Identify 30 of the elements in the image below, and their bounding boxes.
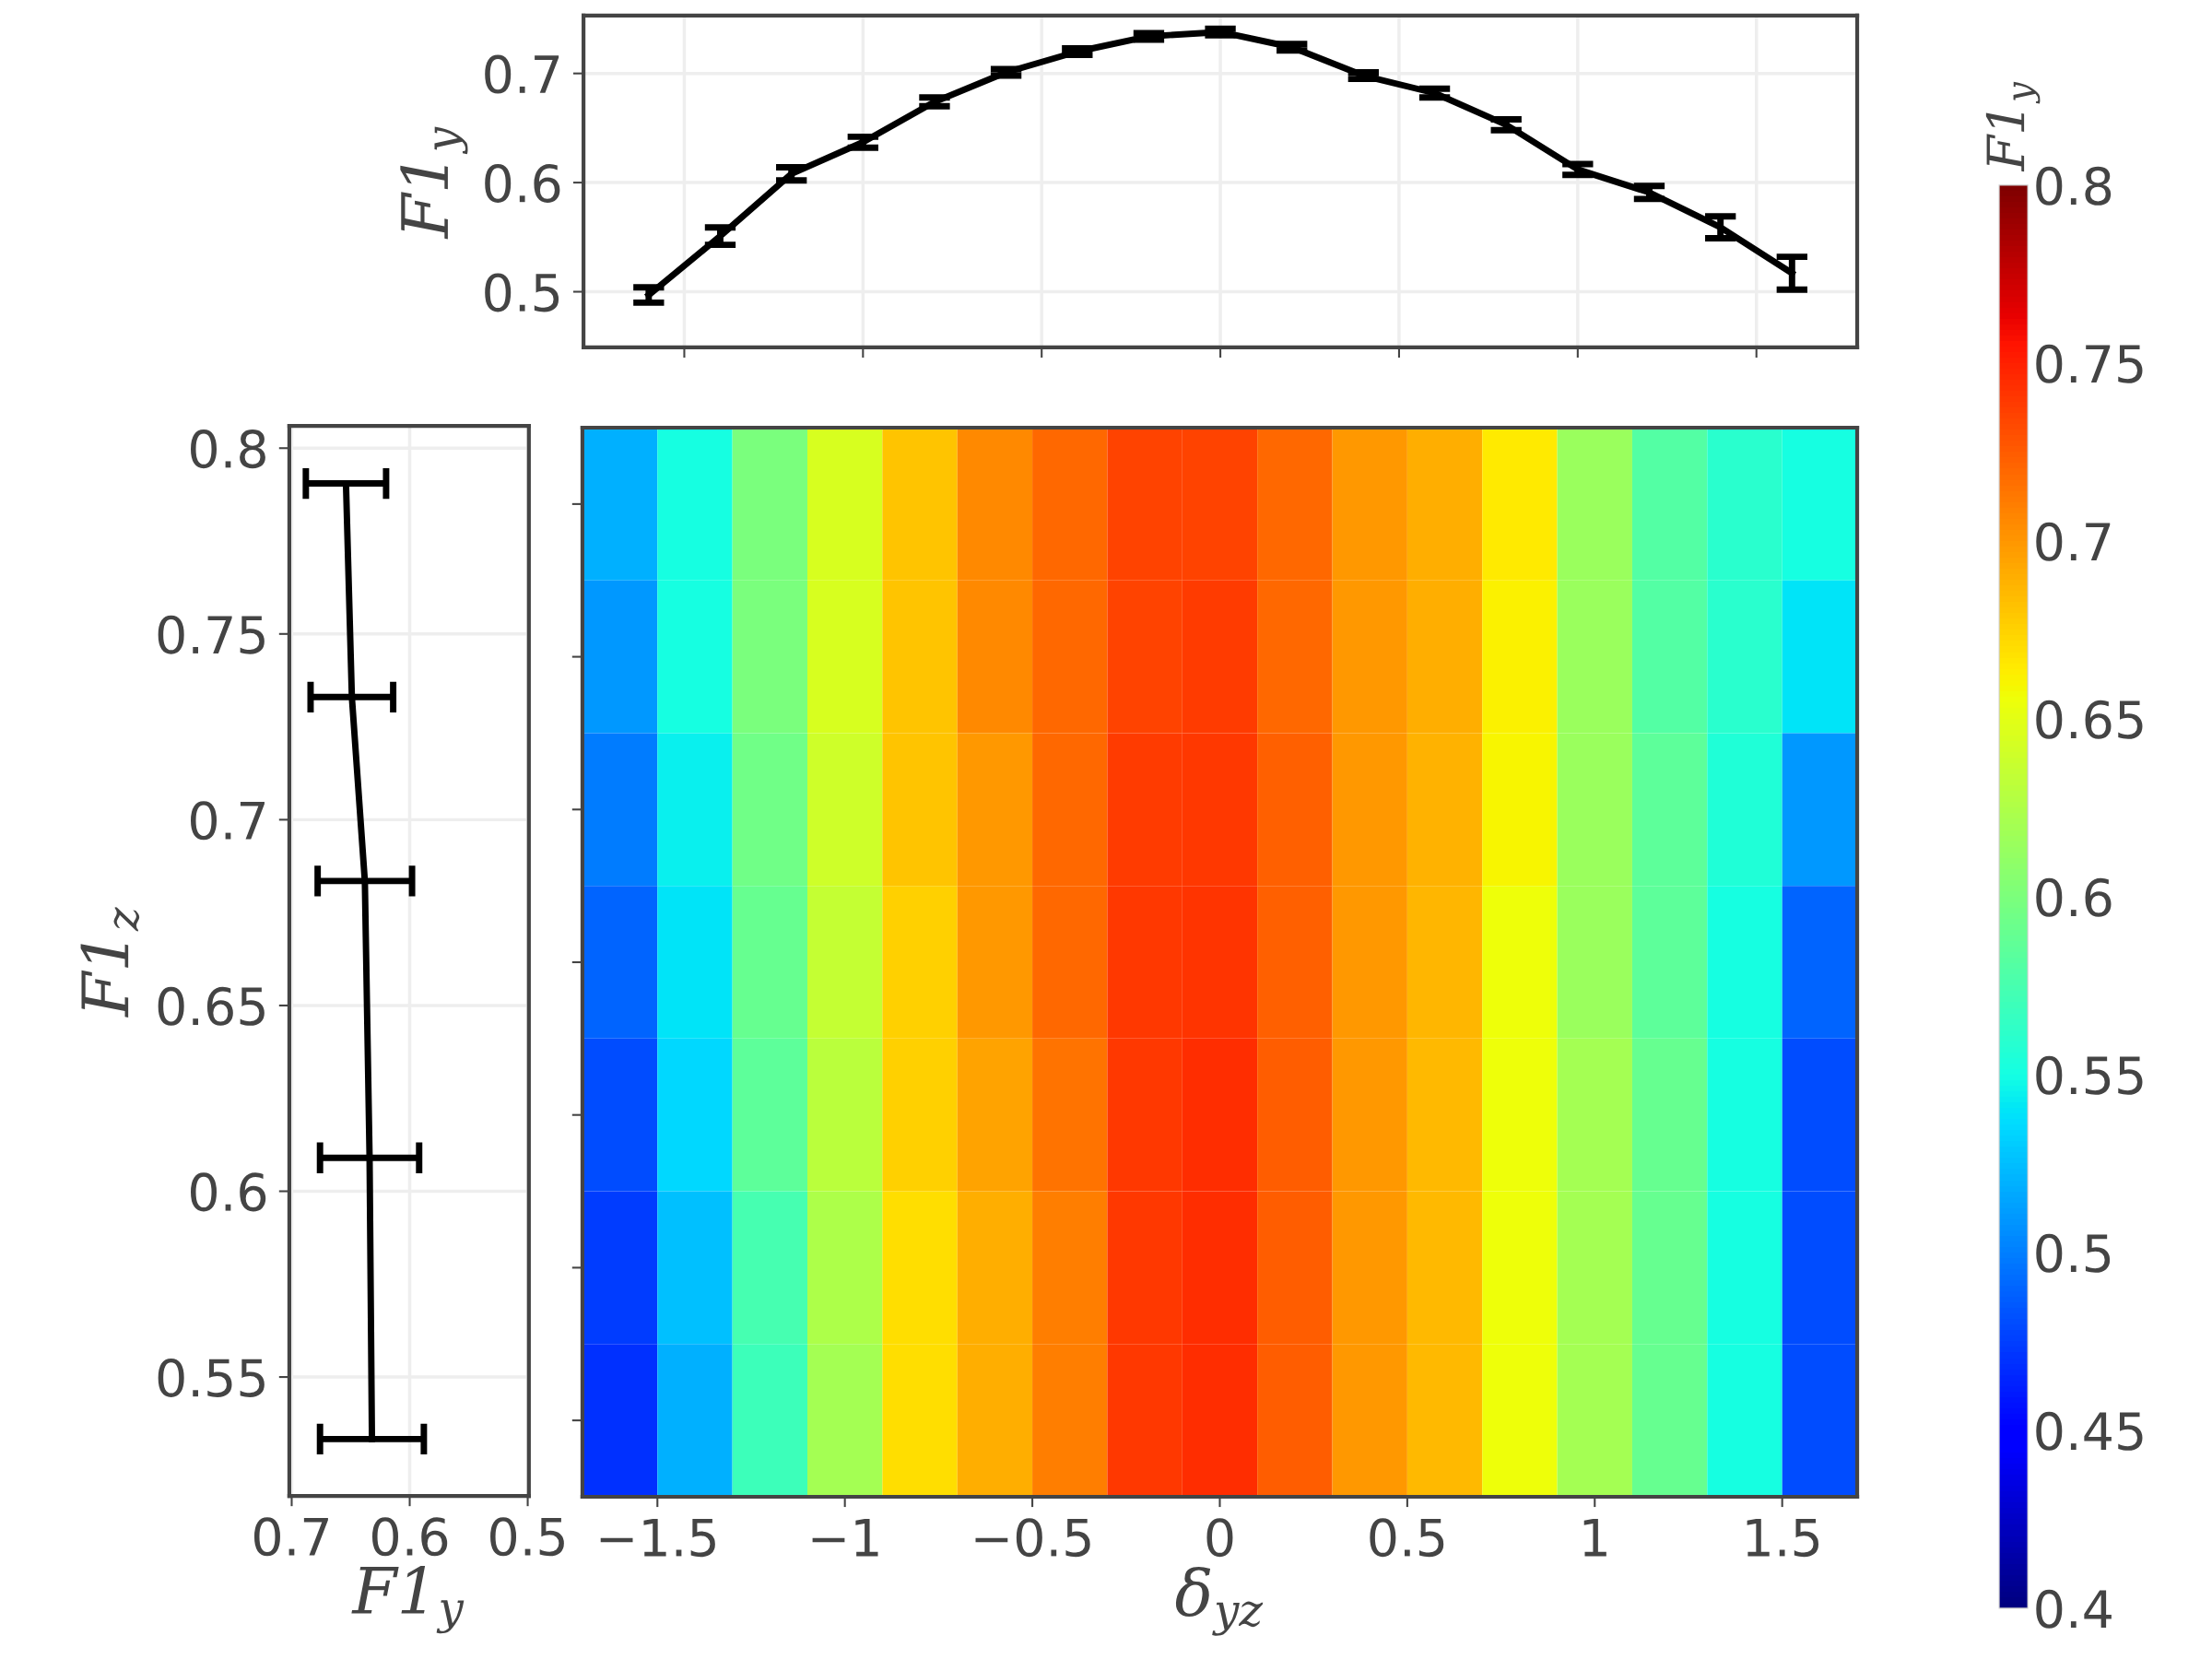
x-axis-title: F1$_{y}$	[351, 1566, 465, 1634]
x-axis-title: δ$_{yz}$	[1175, 1566, 1264, 1636]
y-tick-label: 0.5	[485, 273, 559, 312]
x-tick-label: 0.7	[253, 1517, 328, 1557]
x-tick-label: −1.5	[600, 1518, 715, 1558]
color-bar-label: 0.55	[2036, 1055, 2143, 1095]
x-tick-label: 1.5	[1747, 1518, 1819, 1558]
x-tick-label: 1	[1583, 1518, 1606, 1557]
x-tick-label: −0.5	[975, 1518, 1090, 1558]
x-tick-label: −1	[812, 1518, 878, 1557]
y-tick-label: 0.7	[191, 801, 265, 841]
y-tick-label: 0.6	[191, 1172, 266, 1212]
color-bar-label: 0.45	[2036, 1411, 2143, 1451]
x-tick-label: 0	[1206, 1518, 1233, 1558]
y-tick-label: 0.55	[158, 1358, 265, 1397]
color-bar-label: 0.5	[2036, 1233, 2111, 1273]
y-axis-title: F1$_{y}$	[400, 126, 468, 240]
color-bar-label: 0.65	[2036, 700, 2143, 739]
y-tick-label: 0.7	[485, 54, 559, 94]
color-bar-label: 0.6	[2036, 877, 2112, 917]
x-tick-label: 0.6	[372, 1517, 448, 1557]
color-bar-label: 0.75	[2036, 344, 2143, 383]
y-tick-label: 0.75	[158, 615, 265, 654]
y-axis-title: F1$_{z}$	[80, 907, 140, 1018]
color-bar-label: 0.4	[2036, 1589, 2112, 1629]
color-bar-label: 0.7	[2036, 522, 2111, 561]
y-tick-label: 0.65	[158, 986, 265, 1026]
y-tick-label: 0.6	[485, 163, 560, 203]
y-tick-label: 0.8	[191, 429, 265, 469]
x-tick-label: 0.5	[1370, 1518, 1444, 1558]
